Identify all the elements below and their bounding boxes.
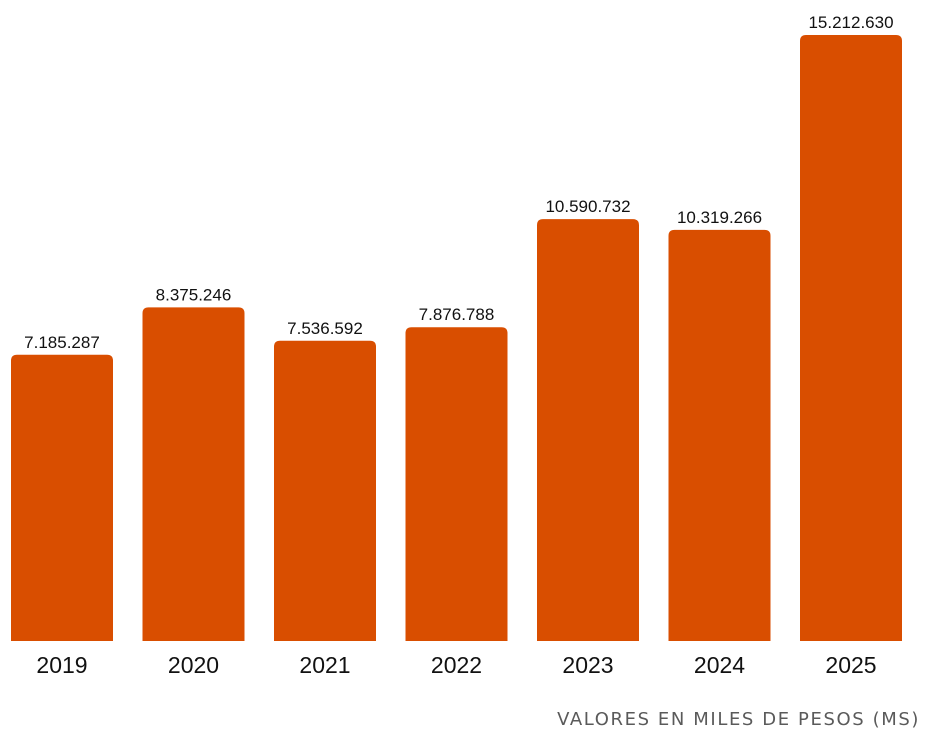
bar-2019 [11, 354, 113, 641]
bar-2020 [142, 307, 245, 641]
x-tick-label-2021: 2021 [299, 652, 350, 678]
bar-2021 [274, 340, 376, 641]
x-tick-label-2022: 2022 [431, 652, 482, 678]
value-label-2024: 10.319.266 [677, 208, 762, 227]
x-tick-label-2020: 2020 [168, 652, 219, 678]
value-label-2023: 10.590.732 [545, 197, 630, 216]
bar-2022 [405, 327, 508, 641]
value-label-2021: 7.536.592 [287, 319, 363, 338]
value-label-2019: 7.185.287 [24, 333, 100, 352]
x-tick-label-2024: 2024 [694, 652, 745, 678]
x-tick-label-2023: 2023 [562, 652, 613, 678]
value-label-2025: 15.212.630 [808, 13, 893, 32]
value-labels-layer: 7.185.287 8.375.246 7.536.592 7.876.788 10.5… [24, 13, 893, 352]
x-tick-label-2025: 2025 [825, 652, 876, 678]
chart-footnote: VALORES EN MILES DE PESOS (MS) [557, 709, 920, 730]
x-axis-tick-labels: 2019 2020 2021 2022 2023 2024 2025 [36, 652, 876, 678]
bar-2024 [668, 229, 771, 642]
x-tick-label-2019: 2019 [36, 652, 87, 678]
bar-2023 [537, 219, 639, 641]
value-label-2022: 7.876.788 [419, 305, 495, 324]
bar-2025 [800, 35, 902, 641]
bars-layer [11, 35, 902, 642]
value-label-2020: 8.375.246 [156, 285, 232, 304]
